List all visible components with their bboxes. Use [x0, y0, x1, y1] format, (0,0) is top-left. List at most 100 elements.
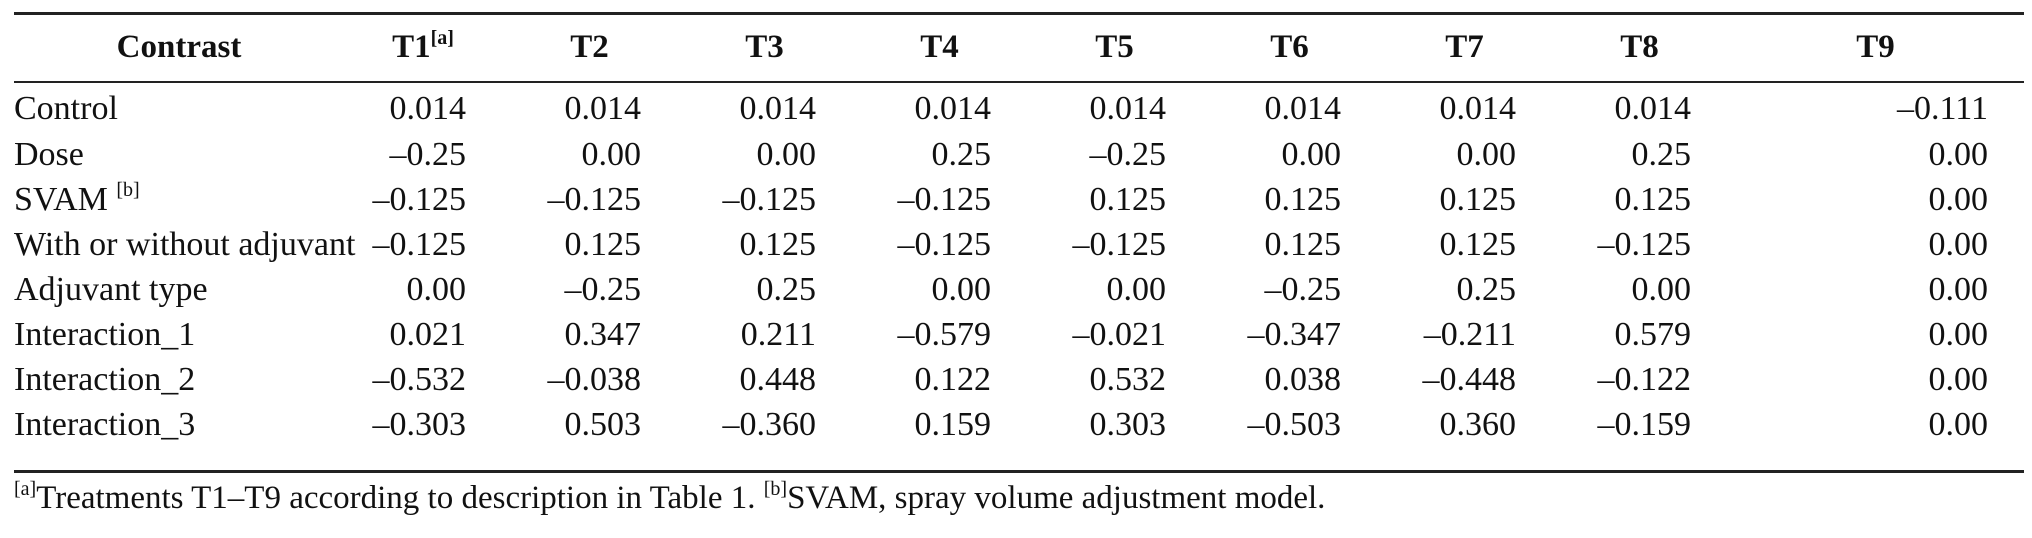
table-cell: –0.125	[372, 180, 467, 218]
table-cell: 0.014	[914, 89, 992, 127]
table-cell: –0.503	[1247, 405, 1342, 443]
header-footnote-mark: [a]	[430, 27, 454, 49]
table-cell: 0.00	[1928, 225, 1989, 263]
table-cell: 0.25	[931, 135, 992, 173]
table-cell: 0.014	[1614, 89, 1692, 127]
table-body: Control 0.014 0.014 0.014 0.014 0.014 0.014 0.0…	[14, 81, 2024, 447]
bottom-rule	[14, 470, 2024, 473]
table-footnote: [a]Treatments T1–T9 according to descrip…	[14, 478, 1326, 517]
table-cell: 0.00	[756, 135, 817, 173]
table-cell: –0.125	[722, 180, 817, 218]
table-cell: 0.00	[1456, 135, 1517, 173]
header-row: Contrast T1[a] T2 T3 T4 T5 T6 T7 T8 T9	[14, 14, 2024, 81]
header-t5: T5	[1027, 14, 1202, 81]
table-cell: 0.503	[564, 405, 642, 443]
header-label: T7	[1445, 29, 1484, 65]
table-cell: –0.125	[1597, 225, 1692, 263]
row-label: Dose	[14, 135, 84, 173]
header-t2: T2	[502, 14, 677, 81]
header-t6: T6	[1202, 14, 1377, 81]
row-label-cell: Control	[14, 81, 344, 132]
table-cell: 0.014	[1089, 89, 1167, 127]
table-cell: –0.25	[1264, 270, 1342, 308]
table-cell: 0.532	[1089, 360, 1167, 398]
header-label: T9	[1856, 29, 1895, 65]
table-cell: 0.360	[1439, 405, 1517, 443]
table-cell: –0.159	[1597, 405, 1692, 443]
table-cell: –0.125	[372, 225, 467, 263]
table-cell: 0.00	[1928, 180, 1989, 218]
top-rule	[14, 12, 2024, 15]
header-label: T3	[745, 29, 784, 65]
table-cell: –0.111	[1897, 89, 1988, 127]
table-cell: 0.00	[1281, 135, 1342, 173]
header-t3: T3	[677, 14, 852, 81]
table-cell: –0.347	[1247, 315, 1342, 353]
table-cell: 0.25	[1456, 270, 1517, 308]
row-label: SVAM	[14, 180, 117, 218]
table-cell: 0.014	[564, 89, 642, 127]
table-cell: 0.125	[1439, 180, 1517, 218]
table-cell: –0.579	[897, 315, 992, 353]
table-cell: 0.122	[914, 360, 992, 398]
table-cell: 0.159	[914, 405, 992, 443]
table-cell: 0.125	[1614, 180, 1692, 218]
table-cell: 0.00	[406, 270, 467, 308]
table-row: Control 0.014 0.014 0.014 0.014 0.014 0.014 0.0…	[14, 81, 2024, 132]
footnote-b-text: SVAM, spray volume adjustment model.	[787, 480, 1326, 516]
contrast-table: Contrast T1[a] T2 T3 T4 T5 T6 T7 T8 T9 Control 0.…	[14, 14, 2024, 447]
table-cell: –0.532	[372, 360, 467, 398]
header-label: T1	[392, 29, 431, 65]
header-t8: T8	[1552, 14, 1727, 81]
table-row: SVAM [b] –0.125 –0.125 –0.125 –0.125 0.125 0.1…	[14, 177, 2024, 222]
table-row: Interaction_3 –0.303 0.503 –0.360 0.159 0.303…	[14, 402, 2024, 447]
table-cell: 0.125	[1089, 180, 1167, 218]
table-cell: 0.00	[1928, 315, 1989, 353]
row-footnote-mark: [b]	[116, 178, 140, 201]
table-cell: –0.448	[1422, 360, 1517, 398]
row-label: Interaction_3	[14, 405, 196, 443]
table-cell: –0.122	[1597, 360, 1692, 398]
table-cell: 0.448	[739, 360, 817, 398]
table-cell: –0.360	[722, 405, 817, 443]
footnote-b-mark: [b]	[763, 478, 788, 500]
header-label: T8	[1620, 29, 1659, 65]
table-cell: 0.211	[740, 315, 816, 353]
row-label: With or without adjuvant	[14, 225, 356, 263]
table-cell: 0.00	[1928, 135, 1989, 173]
table-cell: 0.25	[1631, 135, 1692, 173]
table-cell: 0.00	[581, 135, 642, 173]
table-cell: 0.125	[1264, 180, 1342, 218]
table-cell: 0.021	[389, 315, 467, 353]
table-cell: –0.021	[1072, 315, 1167, 353]
table-cell: –0.25	[564, 270, 642, 308]
table-cell: 0.038	[1264, 360, 1342, 398]
table-cell: 0.125	[739, 225, 817, 263]
header-label: T6	[1270, 29, 1309, 65]
table-cell: 0.014	[739, 89, 817, 127]
table-cell: –0.303	[372, 405, 467, 443]
table-cell: –0.125	[897, 225, 992, 263]
table-cell: –0.25	[389, 135, 467, 173]
table-cell: 0.303	[1089, 405, 1167, 443]
table-row: Dose –0.25 0.00 0.00 0.25 –0.25 0.00 0.00 0.25 0.…	[14, 132, 2024, 177]
header-t9: T9	[1727, 14, 2024, 81]
row-label-cell: With or without adjuvant	[14, 222, 355, 267]
table-cell: 0.00	[931, 270, 992, 308]
table-cell: 0.014	[1439, 89, 1517, 127]
row-label-cell: Interaction_3	[14, 402, 344, 447]
table-cell: 0.00	[1631, 270, 1692, 308]
table-cell: –0.25	[1089, 135, 1167, 173]
table-cell: 0.579	[1614, 315, 1692, 353]
footnote-a-text: Treatments T1–T9 according to descriptio…	[36, 480, 764, 516]
row-label-cell: Interaction_1	[14, 312, 344, 357]
row-label: Control	[14, 89, 118, 127]
table-cell: –0.038	[547, 360, 642, 398]
table-cell: 0.00	[1928, 405, 1989, 443]
table-cell: 0.00	[1928, 360, 1989, 398]
header-t4: T4	[852, 14, 1027, 81]
table-cell: 0.125	[1439, 225, 1517, 263]
table-row: Interaction_2 –0.532 –0.038 0.448 0.122 0.532…	[14, 357, 2024, 402]
table-row: With or without adjuvant –0.125 0.125 0.125…	[14, 222, 2024, 267]
